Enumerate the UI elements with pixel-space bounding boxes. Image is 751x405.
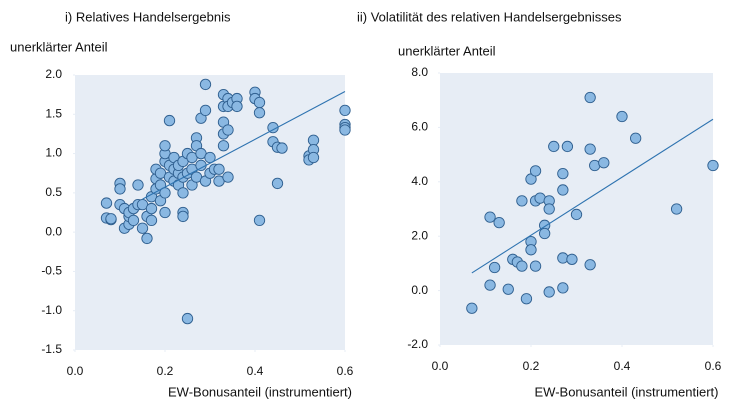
data-point [525, 244, 537, 256]
data-point [127, 214, 140, 227]
data-point [539, 227, 551, 240]
y-tick-label: 8.0 [411, 65, 428, 79]
data-point [177, 187, 189, 199]
y-tick-label: 6.0 [411, 120, 428, 134]
y-axis-label: unerklärter Anteil [398, 43, 496, 58]
y-tick-label: 4.0 [411, 174, 428, 188]
data-point [181, 312, 194, 325]
data-point [584, 91, 596, 104]
data-point [141, 232, 153, 245]
data-point [105, 213, 117, 225]
y-axis-label: unerklärter Anteil [10, 39, 108, 54]
y-tick-label: 0.0 [45, 224, 62, 238]
data-point [339, 104, 351, 117]
data-point [231, 100, 243, 113]
data-point [145, 202, 158, 215]
y-tick-label: 2.0 [411, 228, 428, 242]
data-point [488, 261, 501, 274]
data-point [253, 107, 266, 119]
data-point [516, 260, 528, 272]
x-tick-label: 0.6 [705, 359, 722, 373]
data-point [630, 132, 642, 144]
y-tick-label: -2.0 [407, 337, 428, 351]
data-point [584, 259, 596, 271]
data-point [502, 283, 514, 295]
data-point [253, 96, 266, 109]
x-tick-label: 0.0 [432, 359, 449, 373]
y-tick-label: -1.0 [41, 303, 62, 317]
data-point [159, 206, 171, 219]
data-point [217, 140, 230, 152]
chart-title: ii) Volatilität des relativen Handelserg… [357, 9, 622, 24]
trend-line [471, 118, 714, 274]
data-point [529, 260, 542, 272]
data-point [598, 157, 610, 169]
data-point [557, 184, 569, 196]
y-tick-label: 0.5 [45, 185, 62, 199]
data-point [222, 171, 234, 183]
x-tick-label: 0.6 [337, 364, 354, 378]
y-tick-label: 1.5 [45, 106, 62, 120]
data-point [484, 211, 496, 223]
data-point [616, 110, 628, 123]
data-point [199, 104, 212, 117]
data-point [307, 134, 320, 146]
data-point [466, 302, 478, 314]
data-point [557, 282, 569, 294]
data-point [132, 179, 144, 191]
data-point [114, 183, 126, 195]
data-point [145, 214, 158, 227]
data-point [100, 197, 113, 209]
data-point [267, 121, 279, 134]
x-tick-label: 0.4 [247, 364, 264, 378]
chart-title: i) Relatives Handelsergebnis [65, 9, 231, 24]
data-point [276, 142, 288, 154]
data-point [543, 203, 555, 215]
data-point [543, 286, 555, 298]
x-tick-label: 0.2 [157, 364, 174, 378]
data-point [195, 159, 207, 172]
data-point [222, 124, 234, 136]
x-tick-label: 0.4 [614, 359, 631, 373]
data-point [271, 177, 284, 190]
x-tick-label: 0.0 [67, 364, 84, 378]
data-point [520, 293, 533, 305]
data-point [213, 163, 225, 175]
y-tick-label: -1.5 [41, 342, 62, 356]
y-tick-label: 1.0 [45, 146, 62, 160]
data-point [570, 208, 583, 221]
data-point [177, 210, 189, 223]
x-tick-label: 0.2 [523, 359, 540, 373]
data-point [548, 140, 560, 153]
data-point [163, 114, 176, 127]
data-point [159, 140, 171, 152]
data-point [199, 78, 212, 91]
trend-line [142, 91, 346, 200]
data-point [253, 214, 266, 227]
x-axis-label: EW-Bonusanteil (instrumentiert) [168, 384, 352, 399]
y-tick-label: 2.0 [45, 67, 62, 81]
data-point [584, 143, 596, 155]
data-point [561, 140, 574, 153]
data-point [566, 253, 578, 265]
data-point [493, 216, 505, 229]
data-point [707, 159, 719, 172]
data-point [307, 151, 320, 164]
data-point [339, 124, 351, 136]
data-point [670, 203, 683, 215]
data-point [516, 195, 528, 207]
data-point [484, 279, 496, 291]
plot-area [75, 75, 345, 350]
data-point [136, 222, 149, 234]
data-point [557, 167, 569, 180]
x-axis-label: EW-Bonusanteil (instrumentiert) [535, 384, 719, 399]
y-tick-label: 0.0 [411, 283, 428, 297]
data-point [529, 165, 542, 177]
y-tick-label: -0.5 [41, 264, 62, 278]
